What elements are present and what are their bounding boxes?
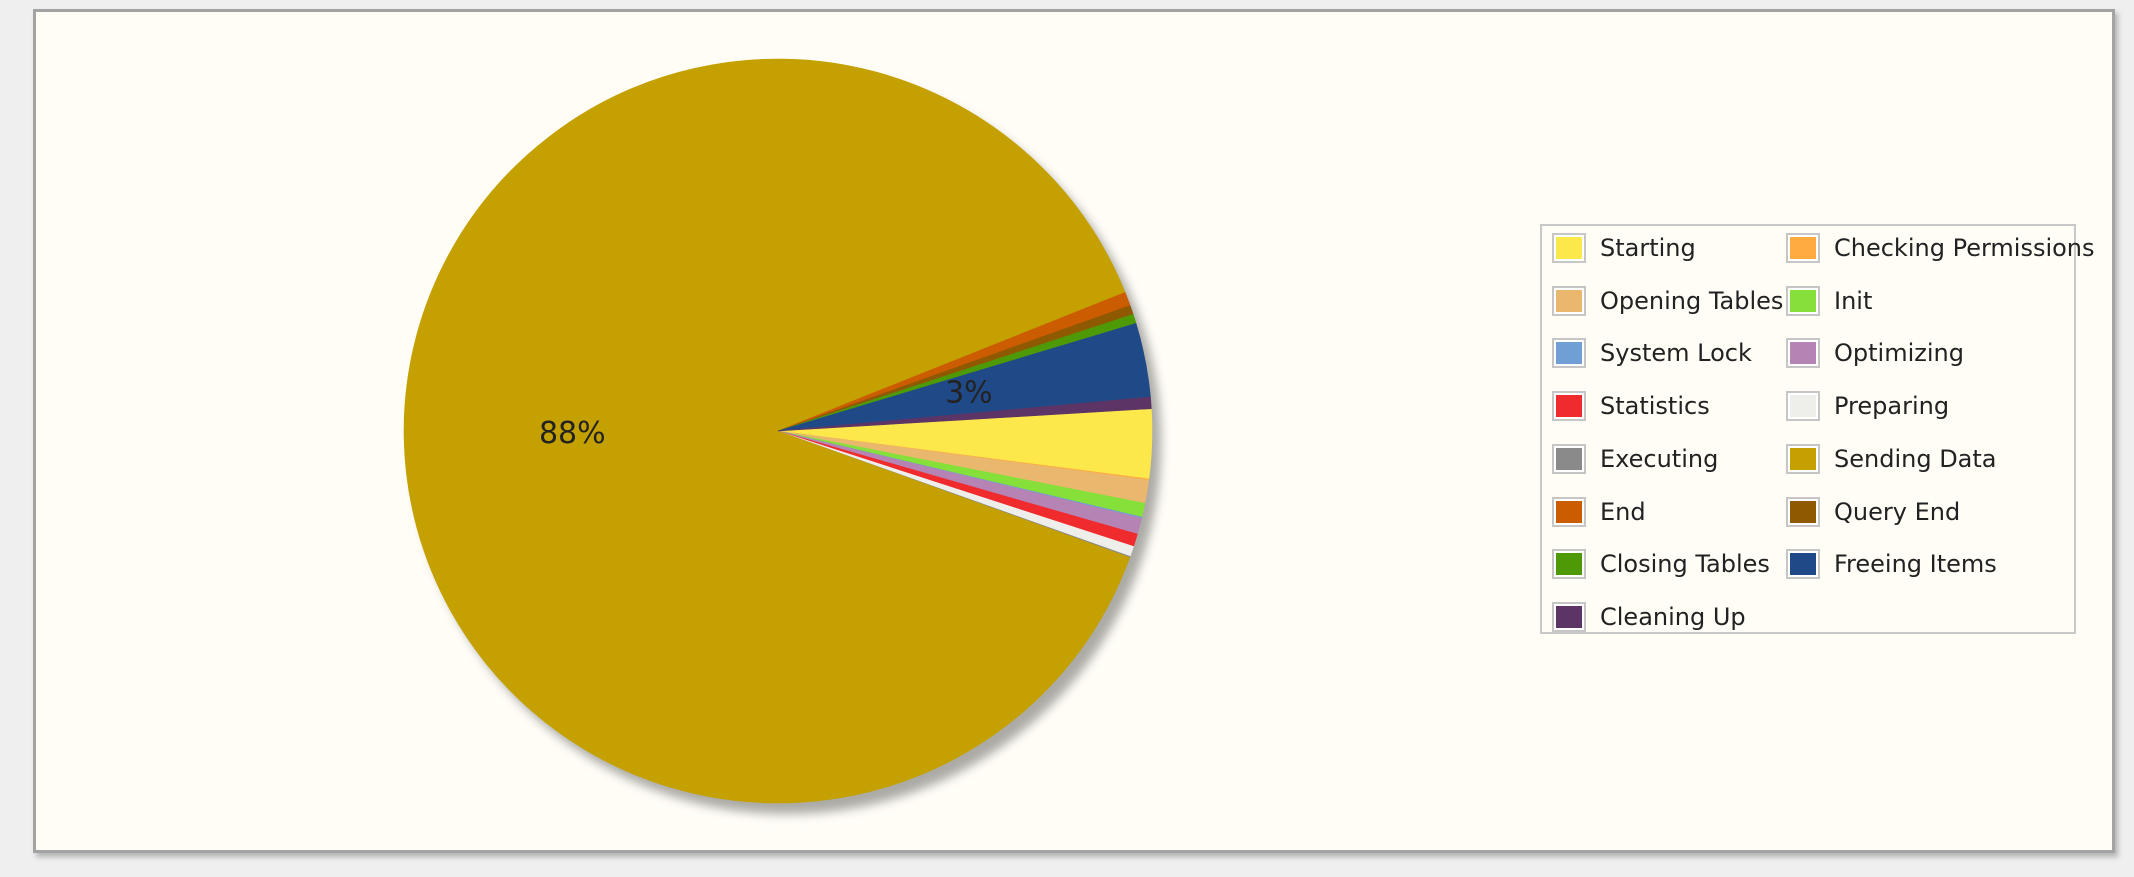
- legend-swatch: [1556, 553, 1582, 576]
- legend-swatch-frame: [1552, 601, 1586, 632]
- data-label-sending-data: 88%: [539, 416, 606, 451]
- legend-swatch-frame: [1786, 496, 1820, 527]
- legend-label: Freeing Items: [1834, 550, 1997, 579]
- legend-swatch-frame: [1552, 496, 1586, 527]
- legend-item-checking-permissions[interactable]: Checking Permissions: [1786, 228, 2095, 268]
- pie-data-labels: 88% 3%: [539, 376, 993, 452]
- legend-label: Executing: [1600, 444, 1719, 473]
- legend-swatch: [1556, 237, 1582, 259]
- legend-item-cleaning-up[interactable]: Cleaning Up: [1552, 597, 1746, 637]
- legend-swatch-frame: [1786, 391, 1820, 422]
- legend-item-end[interactable]: End: [1552, 492, 1646, 532]
- data-label-freeing-items: 3%: [945, 376, 993, 411]
- legend-item-starting[interactable]: Starting: [1552, 228, 1696, 268]
- legend-swatch-frame: [1786, 233, 1820, 263]
- legend-label: Statistics: [1600, 392, 1710, 421]
- legend-swatch: [1556, 500, 1582, 523]
- legend-item-preparing[interactable]: Preparing: [1786, 386, 1949, 426]
- legend-label: Init: [1834, 286, 1873, 315]
- legend-swatch: [1790, 289, 1816, 312]
- legend-label: End: [1600, 497, 1646, 526]
- legend-item-opening-tables[interactable]: Opening Tables: [1552, 281, 1783, 321]
- legend-label: Closing Tables: [1600, 550, 1770, 579]
- legend-swatch-frame: [1552, 233, 1586, 263]
- legend-swatch-frame: [1786, 338, 1820, 369]
- legend-swatch-frame: [1552, 285, 1586, 316]
- legend-item-sending-data[interactable]: Sending Data: [1786, 439, 1997, 479]
- legend-swatch-frame: [1786, 443, 1820, 474]
- legend-item-system-lock[interactable]: System Lock: [1552, 333, 1752, 373]
- legend-label: Starting: [1600, 234, 1696, 262]
- legend-label: Checking Permissions: [1834, 234, 2095, 262]
- pie-slice-cleaning-up[interactable]: [777, 396, 1152, 432]
- legend-swatch-frame: [1786, 549, 1820, 580]
- legend-swatch: [1790, 500, 1816, 523]
- legend-swatch: [1556, 605, 1582, 628]
- legend-label: Preparing: [1834, 392, 1950, 421]
- legend-swatch: [1790, 553, 1816, 576]
- legend-swatch: [1556, 342, 1582, 365]
- legend-item-freeing-items[interactable]: Freeing Items: [1786, 544, 1997, 584]
- legend-swatch: [1556, 447, 1582, 470]
- legend-label: System Lock: [1600, 339, 1752, 368]
- legend-label: Sending Data: [1834, 444, 1997, 473]
- legend-item-closing-tables[interactable]: Closing Tables: [1552, 544, 1770, 584]
- legend-label: Optimizing: [1834, 339, 1964, 368]
- legend-item-init[interactable]: Init: [1786, 281, 1872, 321]
- legend-swatch: [1790, 395, 1816, 418]
- legend-label: Opening Tables: [1600, 286, 1784, 315]
- legend-swatch-frame: [1552, 338, 1586, 369]
- legend-swatch-frame: [1552, 443, 1586, 474]
- pie-slice-sending-data[interactable]: [403, 58, 1131, 804]
- legend-swatch-frame: [1786, 285, 1820, 316]
- legend-swatch-frame: [1552, 549, 1586, 580]
- legend-swatch: [1556, 289, 1582, 312]
- legend-swatch: [1556, 395, 1582, 418]
- legend-label: Query End: [1834, 497, 1961, 526]
- legend-item-statistics[interactable]: Statistics: [1552, 386, 1710, 426]
- legend-swatch: [1790, 447, 1816, 470]
- legend: Starting Checking Permissions Opening Tabl…: [1540, 224, 2095, 637]
- legend-item-optimizing[interactable]: Optimizing: [1786, 333, 1964, 373]
- legend-swatch: [1790, 342, 1816, 365]
- legend-swatch-frame: [1552, 391, 1586, 422]
- pie-slices: [403, 58, 1153, 804]
- legend-item-executing[interactable]: Executing: [1552, 439, 1718, 479]
- legend-label: Cleaning Up: [1600, 602, 1746, 631]
- legend-item-query-end[interactable]: Query End: [1786, 492, 1960, 532]
- legend-swatch: [1790, 237, 1816, 259]
